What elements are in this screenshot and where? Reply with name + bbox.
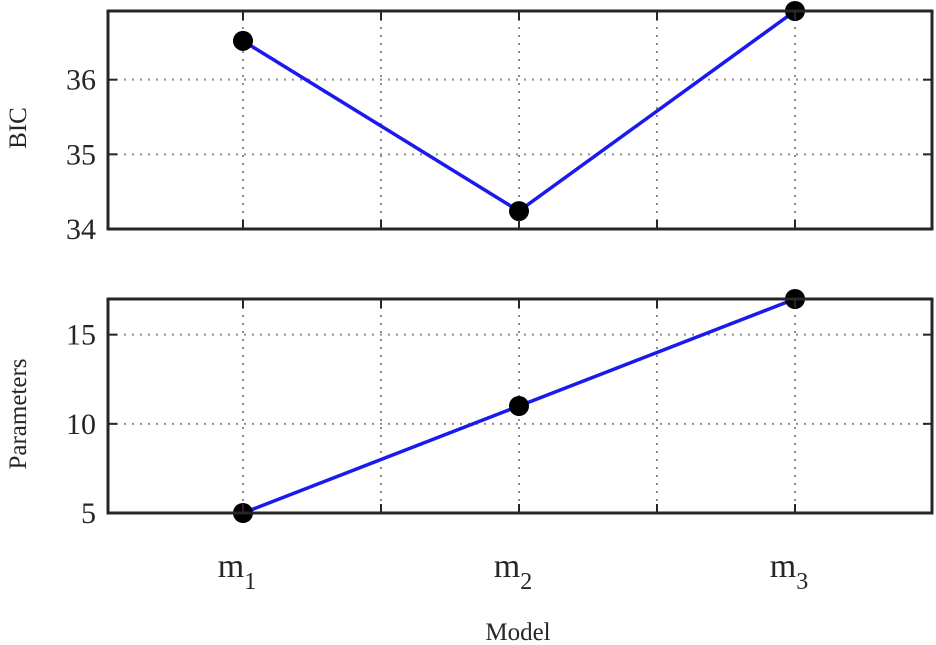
bic-data-point [509,201,529,222]
parameters-panel: 5 10 15 Parameters m1 m2 m3 Model [5,289,934,645]
parameters-data-point [509,396,529,416]
model-x-axis-label: Model [485,619,550,645]
parameters-y-tick-label: 5 [81,497,96,530]
bic-y-tick-label: 35 [66,138,96,171]
model-x-tick-label: m1 [218,548,256,595]
parameters-y-tick-labels: 5 10 15 [66,319,96,530]
bic-y-axis-label: BIC [5,107,32,149]
model-x-tick-labels: m1 m2 m3 [218,548,808,595]
bic-y-tick-labels: 34 35 36 [66,64,96,246]
bic-series-line [242,9,797,214]
model-x-tick-label: m2 [494,548,532,595]
parameters-series [233,289,805,523]
bic-grid [108,11,932,229]
bic-y-tick-label: 34 [66,213,96,246]
parameters-grid [108,299,932,513]
parameters-y-tick-label: 15 [66,319,96,352]
parameters-y-tick-label: 10 [66,408,96,441]
parameters-y-axis-label: Parameters [5,358,32,469]
bic-ticks [108,11,932,230]
bic-y-tick-label: 36 [66,64,96,97]
bic-data-point [233,30,253,51]
bic-panel: 34 35 36 BIC [5,1,934,246]
parameters-ticks [108,299,932,514]
model-x-tick-label: m3 [770,548,808,595]
